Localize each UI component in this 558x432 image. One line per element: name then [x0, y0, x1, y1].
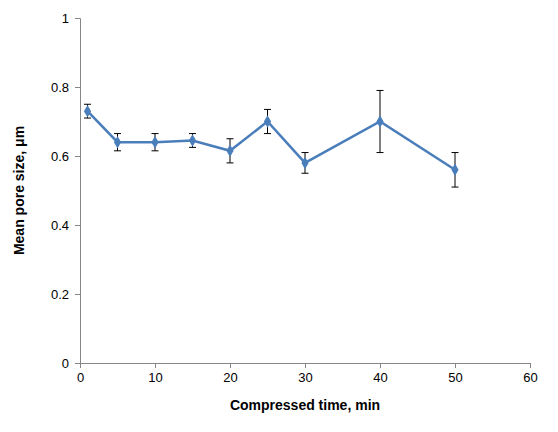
- error-bar-cap: [302, 173, 309, 174]
- tick-label: 10: [148, 370, 162, 385]
- marker: [189, 134, 196, 146]
- tick: 10: [148, 363, 162, 385]
- tick-label: 0.8: [51, 80, 69, 95]
- error-bar: [452, 153, 459, 188]
- chart: 0 10 20 30 40 50 60 0 0.2 0.4 0.6 0.8 1 Compressed ti…: [0, 0, 558, 432]
- tick: 0.8: [51, 80, 80, 95]
- error-bar-cap: [189, 133, 196, 134]
- error-bar: [264, 109, 271, 133]
- error-bar-cap: [84, 118, 91, 119]
- marker: [376, 115, 383, 127]
- error-bar-cap: [377, 152, 384, 153]
- tick: 0: [62, 356, 80, 371]
- axis-line: [75, 19, 81, 364]
- error-bar: [302, 153, 309, 174]
- error-bar: [377, 90, 384, 152]
- error-bar-cap: [302, 152, 309, 153]
- tick-mark: [75, 156, 80, 157]
- tick: 30: [298, 363, 312, 385]
- tick-label: 20: [223, 370, 237, 385]
- marker: [301, 157, 308, 169]
- tick-label: 0.4: [51, 218, 69, 233]
- error-bar-cap: [114, 150, 121, 151]
- y-axis-title: Mean pore size, μm: [11, 126, 27, 255]
- tick-mark: [75, 225, 80, 226]
- tick: 1: [62, 11, 80, 26]
- error-bar-cap: [227, 162, 234, 163]
- error-bar-cap: [114, 133, 121, 134]
- tick-mark: [155, 363, 156, 368]
- tick-label: 50: [448, 370, 462, 385]
- tick-label: 0: [77, 370, 84, 385]
- tick-label: 0: [62, 356, 69, 371]
- marker: [264, 115, 271, 127]
- tick: 0.6: [51, 149, 80, 164]
- marker: [151, 136, 158, 148]
- tick: 0: [77, 363, 84, 385]
- tick-label: 0.2: [51, 287, 69, 302]
- tick: 40: [373, 363, 387, 385]
- error-bar: [152, 134, 159, 151]
- tick: 50: [448, 363, 462, 385]
- tick: 0.2: [51, 287, 80, 302]
- tick-label: 30: [298, 370, 312, 385]
- tick: 20: [223, 363, 237, 385]
- error-bar: [227, 139, 234, 163]
- error-bar-cap: [264, 109, 271, 110]
- tick-label: 1: [62, 11, 69, 26]
- x-axis-title: Compressed time, min: [230, 397, 380, 413]
- axis-line: [81, 364, 531, 369]
- marker: [114, 136, 121, 148]
- error-bar-cap: [452, 187, 459, 188]
- plot-area: [84, 90, 459, 187]
- tick-mark: [380, 363, 381, 368]
- tick-mark: [75, 18, 80, 19]
- error-bar-cap: [452, 152, 459, 153]
- tick: 0.4: [51, 218, 80, 233]
- error-bar-cap: [264, 133, 271, 134]
- error-bar: [84, 104, 91, 118]
- error-bar: [189, 134, 196, 148]
- tick: 60: [523, 363, 537, 385]
- tick-mark: [75, 294, 80, 295]
- error-bar-cap: [227, 138, 234, 139]
- tick-mark: [305, 363, 306, 368]
- error-bar-cap: [152, 150, 159, 151]
- tick-label: 0.6: [51, 149, 69, 164]
- error-bar-cap: [189, 147, 196, 148]
- tick-mark: [230, 363, 231, 368]
- series-line: [88, 111, 456, 170]
- tick-label: 60: [523, 370, 537, 385]
- marker: [84, 105, 91, 117]
- tick-mark: [530, 363, 531, 368]
- error-bar-cap: [84, 104, 91, 105]
- tick-mark: [75, 363, 80, 364]
- x-axis: 0 10 20 30 40 50 60: [77, 363, 538, 385]
- tick-label: 40: [373, 370, 387, 385]
- marker: [451, 164, 458, 176]
- y-axis: 0 0.2 0.4 0.6 0.8 1: [51, 11, 81, 371]
- error-bar-cap: [152, 133, 159, 134]
- tick-mark: [75, 87, 80, 88]
- error-bar-cap: [377, 90, 384, 91]
- tick-mark: [455, 363, 456, 368]
- marker: [226, 145, 233, 157]
- error-bar: [114, 134, 121, 151]
